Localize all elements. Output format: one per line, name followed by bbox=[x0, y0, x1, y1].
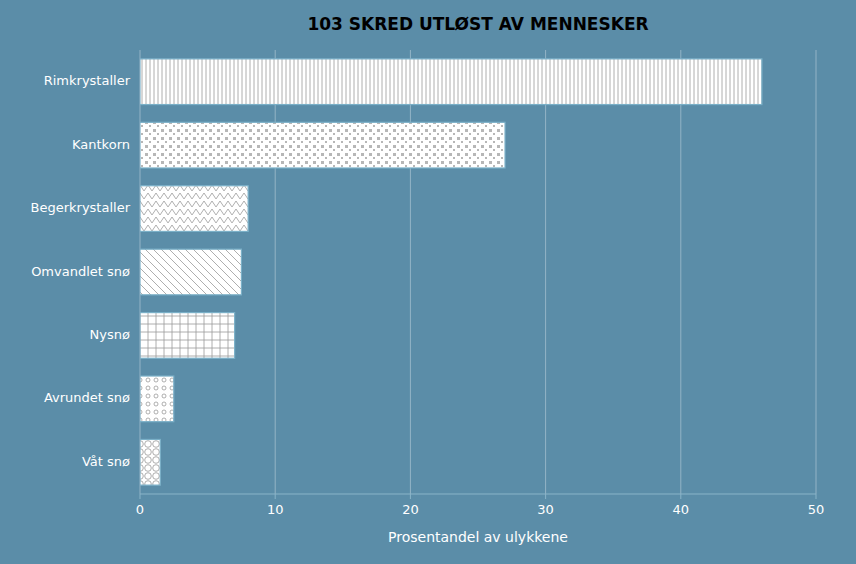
bar bbox=[140, 376, 174, 422]
x-tick bbox=[410, 494, 411, 499]
grid-line bbox=[545, 50, 546, 494]
grid-line bbox=[680, 50, 681, 494]
bar bbox=[140, 59, 762, 105]
y-tick-label: Begerkrystaller bbox=[31, 200, 131, 215]
bars bbox=[140, 59, 762, 485]
x-tick-label: 50 bbox=[808, 502, 825, 517]
bar bbox=[140, 439, 160, 485]
grid-line bbox=[816, 50, 817, 494]
chart-svg: 0 10 20 30 40 50 Prosentandel av ulykkene Rimkr… bbox=[0, 0, 856, 564]
x-axis-line bbox=[140, 494, 816, 495]
bar bbox=[140, 186, 248, 232]
y-tick-label: Rimkrystaller bbox=[44, 73, 131, 88]
x-tick-label: 20 bbox=[402, 502, 419, 517]
y-tick-label: Avrundet snø bbox=[44, 390, 130, 405]
y-tick-label: Omvandlet snø bbox=[31, 264, 130, 279]
x-tick-label: 10 bbox=[267, 502, 284, 517]
bar bbox=[140, 249, 241, 295]
y-tick-label: Nysnø bbox=[90, 327, 130, 342]
x-axis-label: Prosentandel av ulykkene bbox=[388, 529, 568, 545]
grid-line bbox=[275, 50, 276, 494]
x-tick bbox=[140, 494, 141, 499]
x-tick bbox=[816, 494, 817, 499]
x-axis: 0 10 20 30 40 50 bbox=[136, 494, 824, 517]
y-tick-label: Våt snø bbox=[82, 454, 130, 469]
x-tick bbox=[275, 494, 276, 499]
bar bbox=[140, 122, 505, 168]
bar bbox=[140, 313, 235, 359]
x-tick-label: 0 bbox=[136, 502, 144, 517]
y-axis: Rimkrystaller Kantkorn Begerkrystaller Omva… bbox=[31, 73, 131, 469]
y-tick-label: Kantkorn bbox=[72, 137, 130, 152]
x-tick-label: 40 bbox=[673, 502, 690, 517]
grid-line bbox=[410, 50, 411, 494]
grid bbox=[140, 50, 816, 494]
title: 103 SKRED UTLØST AV MENNESKER bbox=[307, 14, 648, 34]
background bbox=[0, 0, 856, 564]
chart-container: 0 10 20 30 40 50 Prosentandel av ulykkene Rimkr… bbox=[0, 0, 856, 564]
x-tick-label: 30 bbox=[537, 502, 554, 517]
x-tick bbox=[680, 494, 681, 499]
x-tick bbox=[545, 494, 546, 499]
